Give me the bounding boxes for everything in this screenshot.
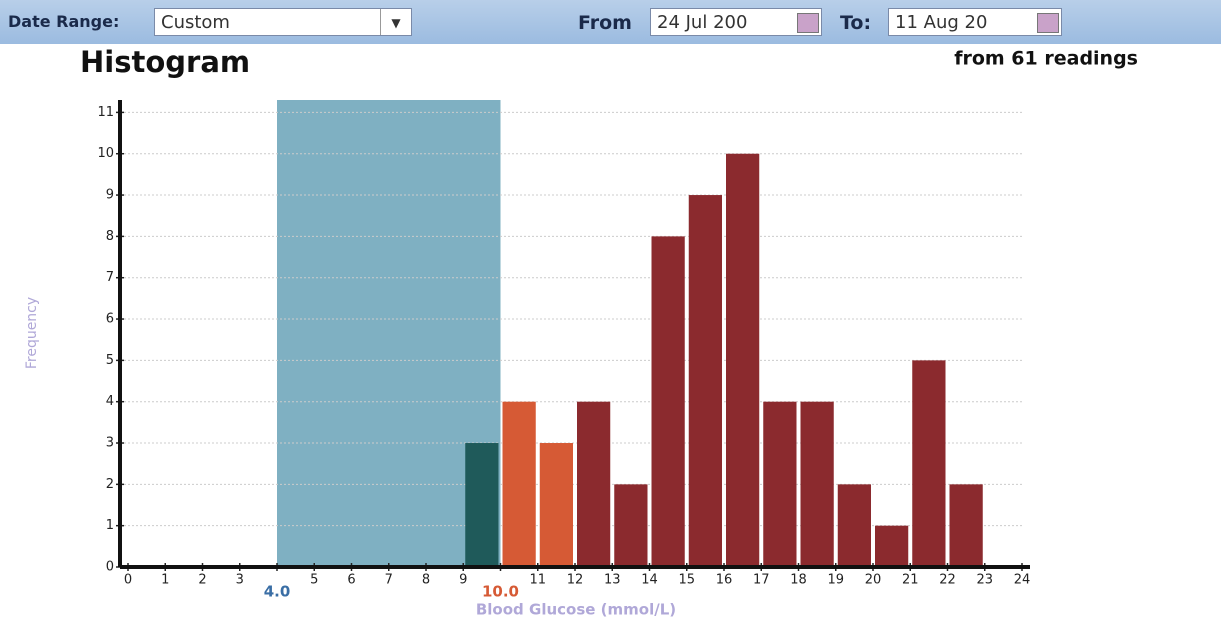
histogram-bar: [539, 443, 573, 567]
x-tick-label: 9: [459, 573, 467, 588]
histogram-bar: [875, 525, 909, 567]
calendar-icon[interactable]: [1037, 13, 1059, 33]
to-label: To:: [840, 12, 872, 34]
y-axis-label: Frequency: [24, 297, 40, 369]
x-tick-label: 22: [939, 573, 956, 588]
y-tick-label: 6: [106, 312, 114, 327]
x-tick-label: 24: [1014, 573, 1031, 588]
x-tick-label: 19: [827, 573, 844, 588]
histogram-bar: [614, 484, 648, 567]
date-range-label: Date Range:: [8, 12, 120, 31]
x-tick-label: 4.0: [264, 583, 291, 601]
to-value: 11 Aug 20: [895, 12, 988, 33]
x-tick-label: 8: [422, 573, 430, 588]
y-tick-label: 2: [106, 477, 114, 492]
dropdown-arrow[interactable]: ▼: [380, 9, 411, 35]
x-tick-label: 23: [976, 573, 993, 588]
histogram-bar: [763, 401, 797, 567]
x-tick-label: 11: [529, 573, 546, 588]
y-tick-label: 9: [106, 188, 114, 203]
x-tick-label: 20: [865, 573, 882, 588]
x-tick-label: 1: [161, 573, 169, 588]
x-tick-label: 13: [604, 573, 621, 588]
chart-title: Histogram: [80, 45, 250, 79]
from-input[interactable]: 24 Jul 200: [650, 8, 822, 36]
histogram-bar: [800, 401, 834, 567]
y-tick-label: 3: [106, 436, 114, 451]
histogram-bar: [577, 401, 611, 567]
x-tick-label: 21: [902, 573, 919, 588]
x-tick-label: 0: [124, 573, 132, 588]
y-tick-label: 5: [106, 353, 114, 368]
from-value: 24 Jul 200: [657, 12, 748, 33]
histogram-bar: [726, 153, 760, 568]
x-tick-label: 17: [753, 573, 770, 588]
x-tick-label: 16: [716, 573, 733, 588]
histogram-bar: [912, 360, 946, 567]
target-range-band: [277, 100, 501, 567]
chart-subtitle: from 61 readings: [954, 48, 1138, 70]
histogram-bar: [949, 484, 983, 567]
x-tick-label: 15: [678, 573, 695, 588]
y-tick-label: 8: [106, 229, 114, 244]
x-tick-label: 5: [310, 573, 318, 588]
from-label: From: [578, 12, 632, 34]
y-tick-label: 1: [106, 518, 114, 533]
x-tick-label: 10.0: [482, 583, 519, 601]
x-tick-label: 14: [641, 573, 658, 588]
histogram-bar: [688, 195, 722, 567]
x-tick-label: 12: [567, 573, 584, 588]
x-tick-label: 18: [790, 573, 807, 588]
y-tick-label: 7: [106, 270, 114, 285]
calendar-icon[interactable]: [797, 13, 819, 33]
y-tick-label: 11: [97, 105, 114, 120]
x-tick-label: 7: [385, 573, 393, 588]
y-tick-label: 4: [106, 394, 114, 409]
y-tick-label: 10: [97, 146, 114, 161]
x-tick-label: 2: [198, 573, 206, 588]
histogram-bar: [502, 401, 536, 567]
x-axis-label: Blood Glucose (mmol/L): [476, 601, 676, 619]
y-tick-label: 0: [106, 560, 114, 575]
date-range-select[interactable]: Custom ▼: [154, 8, 412, 36]
histogram-bar: [651, 236, 685, 567]
histogram-bar: [837, 484, 871, 567]
x-tick-label: 3: [236, 573, 244, 588]
to-input[interactable]: 11 Aug 20: [888, 8, 1062, 36]
toolbar: Date Range: Custom ▼ From 24 Jul 200 To: …: [0, 0, 1221, 44]
date-range-value: Custom: [161, 12, 230, 33]
x-tick-label: 6: [347, 573, 355, 588]
histogram-bar: [465, 443, 499, 567]
